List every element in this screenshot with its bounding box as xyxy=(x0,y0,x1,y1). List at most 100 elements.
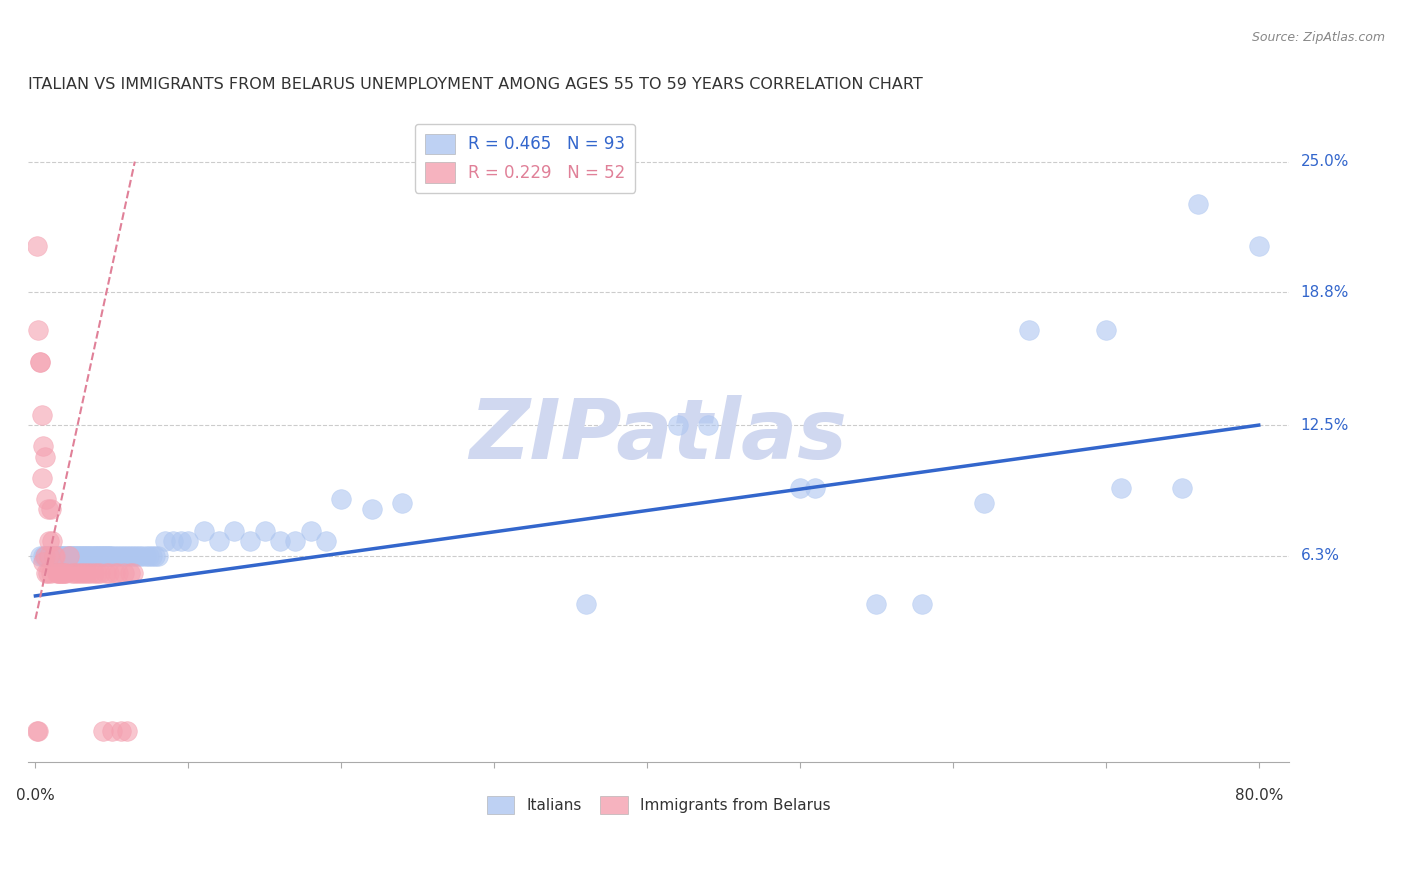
Point xyxy=(131,549,153,563)
Point xyxy=(162,534,184,549)
Point xyxy=(51,566,73,580)
Point xyxy=(93,549,115,563)
Point xyxy=(86,566,108,580)
Point xyxy=(28,355,51,369)
Point xyxy=(60,549,83,563)
Point xyxy=(60,566,83,580)
Point xyxy=(83,566,105,580)
Point xyxy=(34,549,56,563)
Point xyxy=(804,481,827,495)
Point xyxy=(31,471,53,485)
Point xyxy=(53,566,76,580)
Point xyxy=(97,549,120,563)
Point xyxy=(253,524,276,538)
Point xyxy=(360,502,382,516)
Point xyxy=(104,549,127,563)
Text: ITALIAN VS IMMIGRANTS FROM BELARUS UNEMPLOYMENT AMONG AGES 55 TO 59 YEARS CORREL: ITALIAN VS IMMIGRANTS FROM BELARUS UNEMP… xyxy=(28,78,922,93)
Point xyxy=(63,566,86,580)
Point xyxy=(238,534,260,549)
Text: Source: ZipAtlas.com: Source: ZipAtlas.com xyxy=(1251,31,1385,45)
Point xyxy=(143,549,166,563)
Point xyxy=(38,549,60,563)
Point xyxy=(1247,239,1270,253)
Text: 80.0%: 80.0% xyxy=(1234,788,1282,803)
Point xyxy=(208,534,231,549)
Point xyxy=(27,323,49,337)
Point xyxy=(141,549,163,563)
Point xyxy=(865,597,887,611)
Point xyxy=(1171,481,1194,495)
Point xyxy=(72,549,94,563)
Point xyxy=(45,549,67,563)
Point xyxy=(45,566,67,580)
Point xyxy=(79,549,101,563)
Point xyxy=(32,549,55,563)
Point xyxy=(115,723,138,738)
Point xyxy=(98,549,121,563)
Point xyxy=(73,549,96,563)
Point xyxy=(51,549,73,563)
Point xyxy=(120,566,142,580)
Point xyxy=(76,549,98,563)
Point xyxy=(25,239,48,253)
Point xyxy=(115,549,138,563)
Point xyxy=(107,566,129,580)
Point xyxy=(330,491,353,506)
Point xyxy=(70,549,93,563)
Point xyxy=(122,566,145,580)
Point xyxy=(35,549,58,563)
Point xyxy=(1095,323,1118,337)
Point xyxy=(666,418,689,433)
Point xyxy=(56,549,79,563)
Point xyxy=(789,481,811,495)
Point xyxy=(155,534,177,549)
Point xyxy=(37,502,59,516)
Point xyxy=(55,549,77,563)
Point xyxy=(48,566,70,580)
Text: 25.0%: 25.0% xyxy=(1301,154,1348,169)
Point xyxy=(34,450,56,464)
Point xyxy=(39,549,62,563)
Point xyxy=(284,534,307,549)
Point xyxy=(39,502,62,516)
Point xyxy=(67,549,90,563)
Point xyxy=(91,549,114,563)
Point xyxy=(170,534,193,549)
Point xyxy=(41,534,63,549)
Point xyxy=(122,549,145,563)
Point xyxy=(110,549,132,563)
Point xyxy=(112,549,135,563)
Point xyxy=(75,549,97,563)
Point xyxy=(134,549,156,563)
Point xyxy=(91,723,114,738)
Point xyxy=(120,549,142,563)
Point xyxy=(28,549,51,563)
Point xyxy=(1187,196,1209,211)
Point xyxy=(67,566,90,580)
Point xyxy=(391,496,413,510)
Point xyxy=(1018,323,1040,337)
Point xyxy=(697,418,720,433)
Point xyxy=(575,597,598,611)
Legend: Italians, Immigrants from Belarus: Italians, Immigrants from Belarus xyxy=(481,790,837,820)
Point xyxy=(973,496,995,510)
Point xyxy=(101,723,124,738)
Point xyxy=(77,549,100,563)
Point xyxy=(69,549,91,563)
Point xyxy=(76,566,98,580)
Point xyxy=(35,566,58,580)
Point xyxy=(38,534,60,549)
Point xyxy=(269,534,291,549)
Point xyxy=(62,549,84,563)
Point xyxy=(41,549,63,563)
Point xyxy=(112,566,135,580)
Point xyxy=(66,549,89,563)
Point xyxy=(79,566,101,580)
Point xyxy=(49,549,72,563)
Point xyxy=(34,549,56,563)
Point xyxy=(32,555,55,569)
Point xyxy=(49,566,72,580)
Text: 6.3%: 6.3% xyxy=(1301,549,1340,564)
Point xyxy=(55,566,77,580)
Point xyxy=(86,549,108,563)
